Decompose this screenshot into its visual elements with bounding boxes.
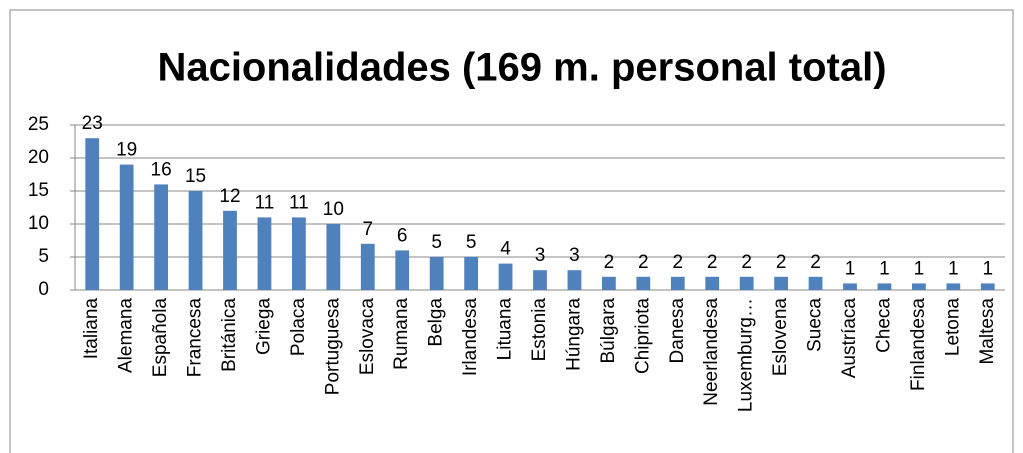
x-tick-label: Letona	[942, 298, 963, 357]
x-tick-label: Danesa	[667, 298, 688, 364]
chart-title: Nacionalidades (169 m. personal total)	[157, 46, 886, 90]
bar	[85, 138, 100, 290]
bar	[188, 191, 203, 290]
x-tick-label: Luxemburg…	[736, 298, 757, 412]
x-tick-label: Irlandesa	[460, 298, 481, 377]
x-tick-label: Checa	[873, 298, 894, 353]
bar	[292, 217, 306, 290]
x-tick-label: Italiana	[81, 298, 102, 360]
value-label: 6	[397, 225, 408, 246]
value-label: 1	[982, 258, 993, 279]
bar	[670, 276, 685, 290]
value-label: 3	[569, 245, 580, 266]
bar	[808, 276, 823, 290]
x-tick-label: Polaca	[288, 298, 309, 357]
value-label: 2	[776, 252, 787, 273]
x-tick-label: Portuguesa	[322, 298, 343, 396]
value-label: 12	[219, 186, 240, 207]
bar	[774, 276, 788, 290]
bar	[533, 270, 547, 290]
x-tick-label: Neerlandesa	[701, 298, 722, 406]
bar	[326, 224, 341, 290]
value-label: 2	[741, 252, 752, 273]
value-label: 3	[535, 245, 546, 266]
y-tick-label: 20	[28, 147, 49, 168]
bar	[912, 283, 926, 290]
y-tick-label: 15	[28, 180, 49, 201]
value-label: 11	[289, 192, 309, 213]
x-tick-label: Alemana	[116, 298, 137, 373]
value-label: 2	[707, 252, 718, 273]
x-tick-label: Belga	[426, 298, 447, 347]
x-tick-label: Austríaca	[839, 298, 860, 379]
bar	[464, 257, 478, 290]
x-tick-label: Estonia	[529, 298, 550, 362]
x-tick-label: Búlgara	[598, 298, 619, 364]
x-tick-label: Lituana	[495, 298, 516, 361]
value-label: 1	[914, 258, 925, 279]
x-tick-label: Chipriota	[632, 298, 653, 374]
value-label: 2	[672, 252, 683, 273]
value-label: 5	[466, 232, 477, 253]
x-tick-label: Española	[150, 298, 171, 378]
bar	[119, 164, 134, 290]
bar	[739, 276, 754, 290]
y-tick-label: 0	[38, 279, 49, 300]
bar	[602, 276, 616, 290]
chart-border	[9, 9, 1014, 453]
value-label: 1	[879, 258, 890, 279]
value-label: 2	[638, 252, 649, 273]
value-label: 5	[431, 232, 442, 253]
x-tick-label: Griega	[253, 298, 274, 355]
value-label: 15	[185, 166, 206, 187]
bar	[223, 210, 237, 290]
bar	[705, 276, 720, 290]
value-label: 1	[845, 258, 856, 279]
value-label: 1	[948, 258, 959, 279]
value-label: 2	[810, 252, 821, 273]
bar	[843, 283, 857, 290]
x-tick-label: Francesa	[185, 298, 206, 378]
value-label: 7	[362, 219, 373, 240]
bar	[567, 270, 582, 290]
value-label: 11	[255, 192, 275, 213]
bar	[498, 263, 513, 290]
bar	[946, 283, 961, 290]
bar	[636, 276, 651, 290]
bar	[429, 257, 444, 290]
y-tick-label: 10	[28, 213, 49, 234]
value-label: 19	[116, 140, 137, 161]
x-tick-label: Eslovaca	[357, 298, 378, 376]
x-tick-label: Húngara	[563, 298, 584, 371]
value-label: 10	[323, 199, 344, 220]
x-tick-label: Maltesa	[977, 298, 998, 365]
bar	[395, 250, 410, 290]
x-tick-label: Sueca	[805, 298, 826, 352]
y-tick-label: 5	[38, 246, 49, 267]
bar	[257, 217, 272, 290]
bar	[154, 184, 168, 290]
value-label: 4	[500, 239, 511, 260]
value-label: 16	[151, 159, 172, 180]
x-tick-label: Finlandesa	[908, 298, 929, 391]
bar	[360, 243, 375, 290]
value-label: 2	[604, 252, 615, 273]
y-tick-label: 25	[28, 114, 49, 135]
x-tick-label: Eslovena	[770, 298, 791, 377]
x-tick-label: Británica	[219, 298, 240, 372]
bar	[980, 283, 995, 290]
x-tick-label: Rumana	[391, 298, 412, 370]
bar	[877, 283, 892, 290]
value-label: 23	[82, 113, 103, 134]
